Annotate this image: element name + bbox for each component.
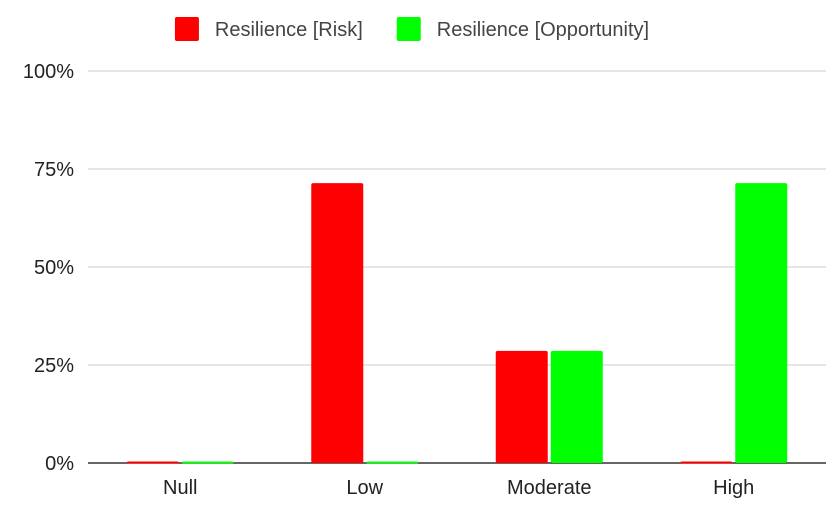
bar: [680, 461, 733, 464]
y-tick-label: 25%: [34, 355, 74, 377]
legend-item: Resilience [Risk]: [174, 17, 363, 41]
bar: [550, 350, 603, 463]
x-tick-label: Moderate: [507, 477, 592, 499]
legend-swatch: [396, 17, 421, 41]
y-tick-label: 75%: [34, 159, 74, 181]
bar: [735, 183, 788, 463]
bar: [181, 461, 234, 464]
legend-label: Resilience [Risk]: [215, 19, 363, 41]
legend-label: Resilience [Opportunity]: [437, 19, 649, 41]
x-tick-label: Null: [163, 477, 197, 499]
y-tick-label: 50%: [34, 257, 74, 279]
bars: [126, 183, 788, 464]
y-tick-label: 100%: [23, 61, 74, 83]
bar: [126, 461, 179, 464]
bar: [495, 350, 548, 463]
gridlines: [88, 70, 826, 464]
x-tick-label: High: [713, 477, 754, 499]
bar: [366, 461, 419, 464]
legend-swatch: [174, 17, 199, 41]
x-tick-label: Low: [346, 477, 383, 499]
bar: [311, 183, 364, 463]
y-tick-label: 0%: [45, 453, 74, 475]
y-axis-ticks: 0% 25% 50% 75% 100%: [23, 61, 74, 475]
legend-item: Resilience [Opportunity]: [396, 17, 649, 41]
legend: Resilience [Risk] Resilience [Opportunity…: [174, 17, 649, 41]
x-axis-ticks: Null Low Moderate High: [163, 477, 754, 499]
